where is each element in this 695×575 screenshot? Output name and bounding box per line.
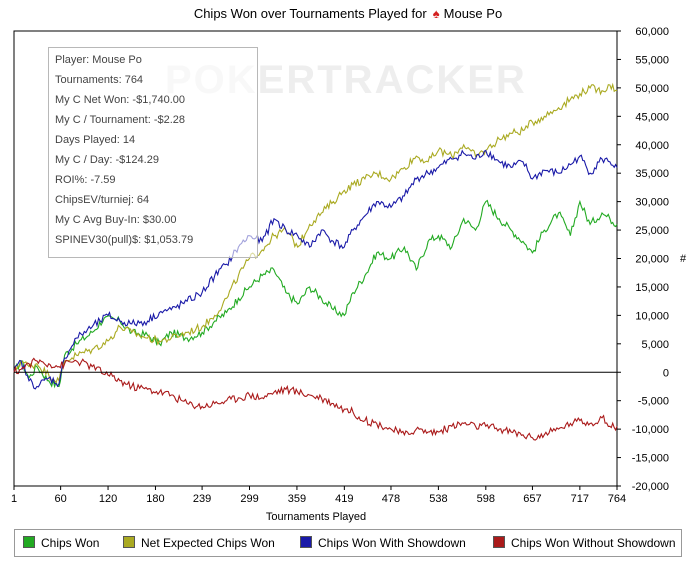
stat-avg-buyin: My C Avg Buy-In: $30.00 [55,214,177,226]
y-tick-label: 60,000 [635,26,669,38]
y-tick-label: 0 [663,367,669,379]
x-tick-label: 299 [240,493,258,505]
chart-title: Chips Won over Tournaments Played for ♠ Mo… [194,6,502,21]
x-tick-label: 717 [571,493,589,505]
x-tick-label: 359 [288,493,306,505]
series-line-net-expected-chips-won [13,82,618,384]
stat-net-won: My C Net Won: -$1,740.00 [55,94,186,106]
y-tick-label: -10,000 [632,424,669,436]
x-tick-label: 419 [335,493,353,505]
legend-label: Chips Won With Showdown [318,536,466,550]
x-tick-label: 657 [523,493,541,505]
legend-label: Chips Won Without Showdown [511,536,676,550]
x-tick-label: 1 [11,493,17,505]
spade-icon: ♠ [433,6,440,21]
y-tick-label: 5,000 [641,339,669,351]
x-tick-label: 120 [99,493,117,505]
y-tick-label: 45,000 [635,111,669,123]
stat-days-played: Days Played: 14 [55,134,136,146]
y-tick-label: 25,000 [635,225,669,237]
legend-label: Chips Won [41,536,100,550]
stats-box: Player: Mouse Po Tournaments: 764 My C N… [48,47,258,258]
legend-swatch-icon [493,536,505,548]
chart-title-text: Chips Won over Tournaments Played for [194,6,428,21]
legend-label: Net Expected Chips Won [141,536,275,550]
legend: Chips Won Net Expected Chips Won Chips W… [14,529,682,557]
x-tick-label: 60 [55,493,67,505]
y-axis-label: # [680,253,687,265]
x-tick-label: 239 [193,493,211,505]
y-tick-label: 50,000 [635,83,669,95]
y-tick-label: 30,000 [635,197,669,209]
legend-swatch-icon [23,536,35,548]
legend-swatch-icon [123,536,135,548]
series-line-chips-won-with-showdown [13,149,618,390]
y-tick-label: 10,000 [635,310,669,322]
stat-roi: ROI%: -7.59 [55,174,116,186]
x-tick-label: 478 [382,493,400,505]
x-tick-label: 180 [146,493,164,505]
y-tick-label: 35,000 [635,168,669,180]
series-line-chips-won-without-showdown [13,357,618,441]
y-tick-label: -15,000 [632,453,669,465]
legend-item-chips-won[interactable]: Chips Won [23,536,99,550]
stat-tournaments: Tournaments: 764 [55,74,144,86]
legend-item-net-expected[interactable]: Net Expected Chips Won [123,536,275,550]
x-tick-label: 598 [477,493,495,505]
x-axis-label: Tournaments Played [266,511,366,523]
stat-chipsev: ChipsEV/turniej: 64 [55,194,150,206]
y-tick-label: -20,000 [632,481,669,493]
x-tick-label: 538 [429,493,447,505]
stat-per-day: My C / Day: -$124.29 [55,154,159,166]
x-axis: 1 60 120 180 239 299 359 419 478 538 598 657 717 764 [11,486,626,505]
x-tick-label: 764 [608,493,626,505]
stat-per-tournament: My C / Tournament: -$2.28 [55,114,186,126]
legend-item-with-showdown[interactable]: Chips Won With Showdown [300,536,466,550]
legend-swatch-icon [300,536,312,548]
y-tick-label: 20,000 [635,254,669,266]
y-tick-label: 40,000 [635,140,669,152]
y-tick-label: 15,000 [635,282,669,294]
chart-title-player: Mouse Po [444,6,503,21]
y-axis: 60,000 55,000 50,000 45,000 40,000 35,000 30,0… [617,26,669,493]
stat-spinev: SPINEV30(pull)$: $1,053.79 [55,234,194,246]
y-tick-label: 55,000 [635,54,669,66]
y-tick-label: -5,000 [638,396,669,408]
stat-player: Player: Mouse Po [55,54,142,66]
series-layer [13,82,618,441]
legend-item-without-showdown[interactable]: Chips Won Without Showdown [493,536,676,550]
